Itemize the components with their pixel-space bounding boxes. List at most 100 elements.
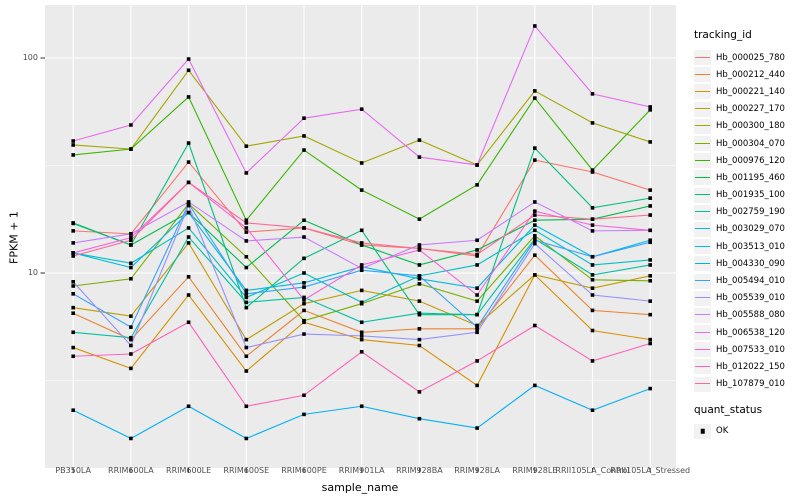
x-tick-label: RRIM901LA: [338, 466, 385, 475]
data-point: [359, 266, 364, 271]
legend-key: [694, 101, 711, 117]
legend-item: Hb_003513_010: [694, 238, 800, 255]
legend-item: Hb_000221_140: [694, 83, 800, 100]
x-tick-label: RRIM600LE: [166, 466, 212, 475]
legend-key: [694, 67, 711, 83]
data-point: [359, 241, 364, 245]
legend-line-swatch: [695, 142, 710, 144]
legend-line-swatch: [695, 125, 710, 127]
data-point: [648, 188, 652, 192]
data-point: [475, 312, 479, 317]
data-point: [648, 108, 652, 112]
legend-item-label: Hb_000304_070: [716, 138, 785, 149]
black-square-marker-swatch: [700, 429, 705, 434]
data-point: [590, 229, 595, 233]
data-point: [71, 153, 75, 157]
legend-line-swatch: [695, 159, 710, 161]
data-point: [533, 323, 537, 328]
data-point: [186, 180, 191, 185]
legend-item-label: Hb_000976_120: [716, 155, 785, 166]
data-point: [244, 221, 249, 225]
legend-line-swatch: [695, 280, 710, 282]
data-point: [533, 218, 537, 223]
data-point: [302, 301, 306, 306]
x-axis-title: sample_name: [321, 481, 399, 494]
data-point: [129, 238, 133, 243]
legend-key: [694, 136, 711, 152]
data-point: [186, 241, 191, 245]
data-point: [244, 337, 249, 342]
legend-item: Hb_000227_170: [694, 101, 800, 118]
data-point: [648, 386, 652, 391]
legend-item: Hb_005588_080: [694, 307, 800, 324]
quant-status-legend-title: quant_status: [694, 403, 763, 416]
legend-key: [694, 256, 711, 272]
data-point: [71, 292, 75, 296]
legend-item: Hb_000025_780: [694, 49, 800, 66]
data-point: [302, 256, 306, 261]
data-point: [71, 311, 75, 316]
legend-item: Hb_004330_090: [694, 255, 800, 272]
data-point: [533, 273, 537, 277]
legend-key: [694, 170, 711, 186]
data-point: [359, 228, 364, 233]
legend-line-swatch: [695, 90, 710, 92]
data-point: [244, 171, 249, 175]
legend-line-swatch: [695, 383, 710, 385]
data-point: [359, 320, 364, 325]
legend-key: [694, 118, 711, 134]
legend-item: Hb_007533_010: [694, 341, 800, 358]
legend-key: [694, 359, 711, 375]
data-point: [71, 305, 75, 310]
data-point: [533, 24, 537, 28]
data-point: [186, 203, 191, 208]
data-point: [359, 243, 364, 247]
data-point: [129, 235, 133, 240]
data-point: [417, 276, 422, 281]
x-tick-label: RRII105LA_Control: [555, 466, 630, 475]
legend-item: Hb_000212_440: [694, 66, 800, 83]
data-point: [186, 293, 191, 297]
data-point: [244, 288, 249, 293]
data-point: [244, 354, 249, 359]
data-point: [475, 299, 479, 303]
data-point: [71, 229, 75, 233]
data-point: [648, 278, 652, 283]
legend-key: [694, 423, 711, 439]
data-point: [417, 217, 422, 221]
legend-item-label: Hb_005494_010: [716, 276, 785, 287]
data-point: [129, 314, 133, 318]
data-point: [186, 68, 191, 73]
data-point: [186, 404, 191, 409]
data-point: [244, 436, 249, 441]
legend-key: [694, 84, 711, 100]
legend-item-label: Hb_001195_460: [716, 172, 785, 183]
data-point: [244, 254, 249, 259]
data-point: [302, 226, 306, 230]
data-point: [71, 330, 75, 335]
legend-item-label: Hb_005539_010: [716, 293, 785, 304]
data-point: [648, 140, 652, 144]
data-point: [244, 144, 249, 148]
data-point: [648, 196, 652, 200]
data-point: [417, 246, 422, 251]
legend-key: [694, 239, 711, 255]
x-tick-label: RRIM600PE: [281, 466, 327, 475]
data-point: [648, 258, 652, 262]
x-tick-label: RRIM600LA: [108, 466, 154, 475]
legend-key: [694, 325, 711, 341]
data-point: [71, 354, 75, 359]
data-point: [648, 105, 652, 109]
legend-line-swatch: [695, 108, 710, 110]
data-point: [417, 243, 422, 247]
quant-status-legend-items: OK: [694, 423, 800, 440]
legend-item-label: Hb_000212_440: [716, 69, 785, 80]
legend-item: Hb_005539_010: [694, 290, 800, 307]
data-point: [590, 170, 595, 174]
data-point: [302, 295, 306, 300]
legend-item: Hb_000300_180: [694, 118, 800, 135]
data-point: [475, 359, 479, 363]
data-point: [590, 293, 595, 297]
data-point: [359, 350, 364, 354]
